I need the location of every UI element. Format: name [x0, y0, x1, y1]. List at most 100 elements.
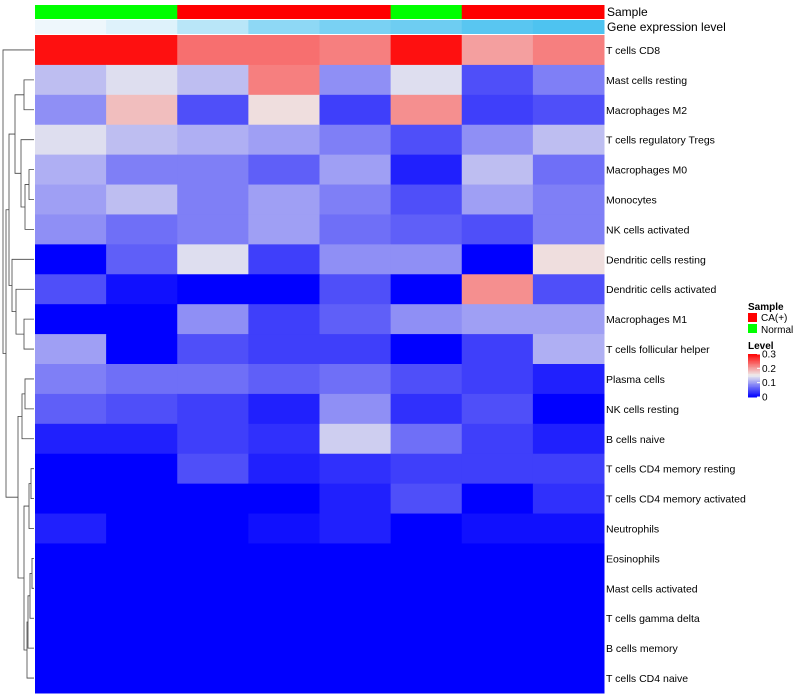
row-label: Monocytes	[606, 195, 657, 207]
heatmap-cell	[532, 423, 605, 455]
heatmap-cell	[532, 64, 605, 96]
heatmap-cell	[106, 393, 178, 425]
row-label: B cells memory	[606, 643, 679, 655]
heatmap-cell	[390, 543, 463, 574]
dendrogram-branch	[28, 483, 34, 529]
annotation-label-sample: Sample	[607, 5, 648, 19]
heatmap-cell	[248, 483, 320, 515]
heatmap-cell	[532, 573, 605, 604]
annotation-expression-cell	[177, 20, 249, 34]
dendrogram-branch	[17, 415, 24, 579]
annotation-sample-cell	[248, 5, 320, 19]
heatmap-cell	[177, 364, 249, 395]
heatmap-cell	[35, 94, 107, 126]
heatmap-cell	[319, 423, 392, 455]
row-label: Mast cells activated	[606, 583, 698, 595]
colorbar-tick-label: 0.3	[762, 350, 776, 361]
heatmap-cell	[390, 633, 463, 664]
heatmap-cell	[390, 274, 463, 305]
dendrogram-branch	[21, 393, 34, 440]
row-label: Neutrophils	[606, 524, 659, 536]
colorbar-tick-label: 0.2	[762, 364, 776, 375]
heatmap-cell	[248, 513, 320, 544]
heatmap-cell	[532, 304, 605, 335]
heatmap-cell	[177, 423, 249, 455]
heatmap-cell	[177, 94, 249, 126]
colorbar-tick-label: 0.1	[762, 378, 776, 389]
row-dendrogram	[2, 49, 34, 679]
heatmap-cell	[35, 304, 107, 335]
heatmap-cell	[248, 35, 320, 66]
dendrogram-branch	[2, 49, 34, 354]
heatmap-cell	[532, 184, 605, 215]
colorbar-segment	[748, 386, 760, 389]
heatmap-cell	[532, 483, 605, 515]
heatmap-cell	[532, 214, 605, 245]
heatmap-cell	[390, 35, 463, 66]
heatmap-cell	[461, 214, 534, 245]
heatmap-cell	[35, 64, 107, 96]
row-labels: T cells CD8 Mast cells resting Macrophages…	[606, 45, 746, 685]
heatmap-cell	[35, 453, 107, 485]
row-label: B cells naive	[606, 434, 665, 446]
colorbar-segment	[748, 376, 760, 379]
colorbar-segment	[748, 369, 760, 372]
legend-swatch-ca	[748, 313, 757, 322]
heatmap-cell	[532, 334, 605, 365]
heatmap-cell	[532, 124, 605, 156]
heatmap-cell	[319, 633, 392, 664]
heatmap-cell	[177, 573, 249, 604]
heatmap-cell	[177, 483, 249, 515]
heatmap-cell	[319, 513, 392, 544]
heatmap-cell	[106, 274, 178, 305]
heatmap-cell	[35, 124, 107, 156]
heatmap-cell	[319, 274, 392, 305]
heatmap-cell	[177, 633, 249, 664]
heatmap-cell	[390, 393, 463, 425]
row-label: T cells CD4 memory activated	[606, 494, 746, 506]
heatmap-cell	[248, 154, 320, 186]
row-label: NK cells activated	[606, 224, 690, 236]
heatmap-cell	[248, 453, 320, 485]
row-label: Eosinophils	[606, 553, 660, 565]
colorbar-segment	[748, 382, 760, 385]
heatmap-cell	[106, 64, 178, 96]
heatmap-cell	[390, 334, 463, 365]
heatmap-cell	[390, 603, 463, 634]
heatmap-cell	[319, 573, 392, 604]
heatmap-cell	[177, 603, 249, 634]
row-label: T cells CD8	[606, 45, 660, 57]
heatmap-cell	[106, 124, 178, 156]
colorbar-segment	[748, 355, 760, 358]
heatmap-cell	[106, 94, 178, 126]
row-label: Dendritic cells resting	[606, 254, 706, 266]
heatmap-cell	[461, 184, 534, 215]
heatmap-cell	[461, 94, 534, 126]
heatmap-cell	[390, 244, 463, 275]
legend-label-ca: CA(+)	[761, 313, 787, 324]
heatmap-cell	[461, 603, 534, 634]
heatmap-cell	[319, 543, 392, 574]
dendrogram-branch	[27, 595, 34, 649]
legend-label-normal: Normal	[761, 325, 793, 336]
colorbar-segment	[748, 371, 760, 374]
heatmap-cell	[461, 573, 534, 604]
row-label: T cells follicular helper	[606, 344, 710, 356]
heatmap-cell	[390, 513, 463, 544]
heatmap-cell	[390, 124, 463, 156]
annotation-sample-cell	[532, 5, 605, 19]
row-label: T cells regulatory Tregs	[606, 135, 715, 147]
heatmap-cell	[532, 274, 605, 305]
heatmap-cell	[248, 184, 320, 215]
heatmap-cell	[177, 513, 249, 544]
heatmap-cell	[532, 513, 605, 544]
heatmap-cell	[532, 633, 605, 664]
heatmap-cell	[35, 663, 107, 694]
heatmap-cell	[461, 453, 534, 485]
colorbar-segment	[748, 381, 760, 384]
annotation-sample-cell	[390, 5, 463, 19]
heatmap-cell	[248, 334, 320, 365]
colorbar-segment	[748, 356, 760, 359]
heatmap-cell	[177, 35, 249, 66]
